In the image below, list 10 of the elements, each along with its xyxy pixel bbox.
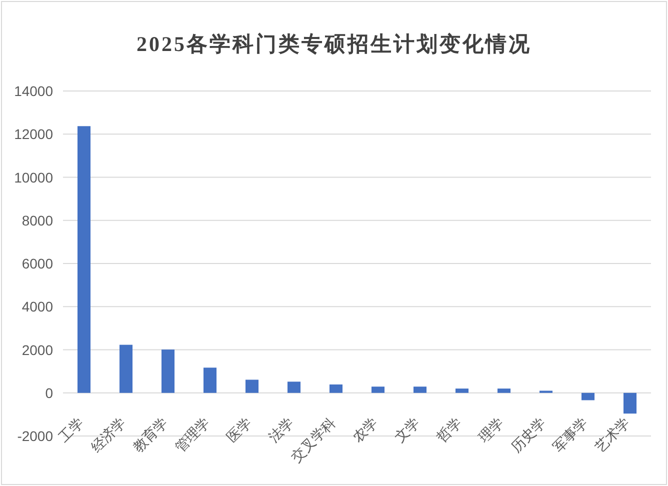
y-tick-label: 12000 bbox=[14, 126, 54, 142]
y-tick-label: 6000 bbox=[22, 256, 54, 272]
y-tick-label: 14000 bbox=[14, 83, 54, 99]
y-tick-label: 2000 bbox=[22, 342, 54, 358]
y-tick-label: 10000 bbox=[14, 169, 54, 186]
y-tick-label: 0 bbox=[45, 384, 54, 401]
y-tick-label: 8000 bbox=[22, 212, 54, 228]
y-tick-label: 4000 bbox=[22, 298, 54, 315]
title: 2025各学科门类专硕招生计划变化情况 bbox=[136, 32, 532, 56]
y-tick-label: -2000 bbox=[17, 428, 54, 444]
